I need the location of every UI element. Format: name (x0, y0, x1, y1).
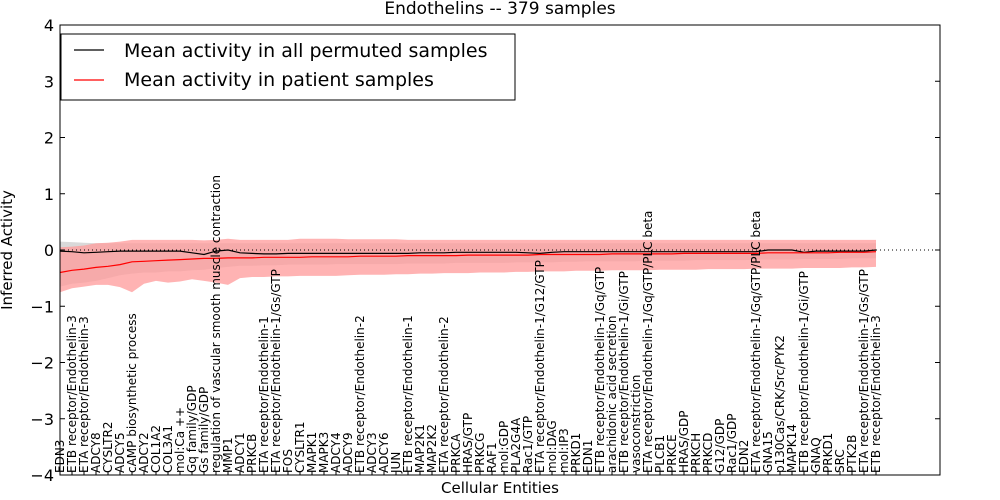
x-tick-label: ADCY2 (137, 432, 151, 473)
x-tick-label: COL1A2 (149, 425, 163, 473)
x-tick-label: PRKD1 (821, 433, 835, 473)
x-tick-label: EDN1 (581, 440, 595, 473)
x-tick-label: ADCY6 (377, 432, 391, 473)
x-tick-label: ETB receptor/Endothelin-3 (65, 315, 79, 473)
x-tick-label: MAPK1 (305, 432, 319, 473)
x-tick-label: ADCY3 (365, 432, 379, 473)
x-tick-label: Gq family/GDP (185, 385, 199, 473)
x-tick-label: MAPK14 (785, 424, 799, 473)
x-tick-label: MAP2K2 (425, 424, 439, 473)
y-tick-label: 1 (44, 185, 54, 204)
x-axis-label: Cellular Entities (441, 479, 559, 497)
x-tick-label: ADCY9 (341, 432, 355, 473)
x-tick-label: COL3A1 (161, 425, 175, 473)
x-tick-label: GNA15 (761, 431, 775, 473)
x-tick-label: PTK2B (845, 435, 859, 473)
x-tick-label: mol:IP3 (557, 428, 571, 473)
series-lines (59, 249, 877, 274)
x-tick-label: vasoconstriction (629, 375, 643, 473)
x-tick-label: G12/GDP (713, 419, 727, 473)
x-tick-label: ADCY1 (233, 432, 247, 473)
x-tick-label: ETB receptor/Endothelin-1/Gi/GTP (617, 271, 631, 473)
x-tick-label: Rac1/GTP (521, 416, 535, 473)
x-tick-label: ETA receptor/Endothelin-1/Gs/GTP (857, 269, 871, 473)
x-tick-label: p130Cas/CRK/Src/PYK2 (773, 335, 787, 473)
x-tick-label: ETA receptor/Endothelin-1/G12/GTP (533, 260, 547, 473)
x-tick-label: ADCY5 (113, 432, 127, 473)
x-tick-label: HRAS/GDP (677, 410, 691, 473)
x-tick-label: mol:Ca ++ (173, 407, 187, 473)
x-tick-label: PRKCH (689, 433, 703, 473)
x-tick-label: PRKCE (665, 434, 679, 473)
x-tick-label: RAF1 (485, 442, 499, 473)
x-tick-label: MAP2K1 (413, 424, 427, 473)
x-tick-label: ETA receptor/Endothelin-1 (257, 316, 271, 473)
x-tick-label: ADCY4 (329, 432, 343, 473)
x-tick-label: Gs family/GDP (197, 387, 211, 473)
x-tick-label: FOS (281, 449, 295, 473)
x-tick-label: ETA receptor/Endothelin-1/Gq/GTP/PLC bet… (641, 211, 655, 473)
x-tick-label: ETB receptor/Endothelin-3 (869, 315, 883, 473)
x-tick-label: ETA receptor/Endothelin-1/Gs/GTP (269, 269, 283, 473)
y-tick-label: 0 (44, 241, 54, 260)
x-tick-label: regulation of vascular smooth muscle con… (209, 175, 223, 473)
x-tick-label: PRKCG (473, 433, 487, 473)
legend-label-patient: Mean activity in patient samples (124, 69, 434, 91)
y-tick-label: −4 (30, 466, 54, 485)
x-tick-label: ETA receptor/Endothelin-3 (77, 316, 91, 473)
y-tick-label: 4 (44, 16, 54, 35)
x-tick-label: HRAS/GTP (461, 413, 475, 473)
chart-title: Endothelins -- 379 samples (384, 0, 615, 19)
x-tick-label: mol:GDP (497, 421, 511, 473)
x-tick-label: EDN2 (737, 440, 751, 473)
x-tick-label: mol:DAG (545, 420, 559, 473)
x-tick-label: ETB receptor/Endothelin-1/Gi/GTP (797, 271, 811, 473)
y-tick-label: 3 (44, 72, 54, 91)
x-tick-label: PLCB1 (653, 435, 667, 473)
x-tick-label: ETB receptor/Endothelin-1/Gq/GTP (593, 267, 607, 473)
x-tick-label: PRKD1 (569, 433, 583, 473)
x-tick-label: PLA2G4A (509, 417, 523, 473)
x-tick-label: PRKCD (701, 433, 715, 473)
x-tick-label: cAMP biosynthetic process (125, 313, 139, 473)
y-axis-label: Inferred Activity (0, 190, 16, 310)
x-tick-label: GNAQ (809, 437, 823, 473)
x-tick-label: JUN (389, 452, 403, 474)
x-tick-label: MAPK3 (317, 432, 331, 473)
x-tick-label: CYSLTR1 (293, 422, 307, 473)
x-tick-label: CYSLTR2 (101, 422, 115, 473)
x-tick-label: ETA receptor/Endothelin-2 (437, 316, 451, 473)
x-tick-label: PRKCA (449, 433, 463, 473)
x-tick-label: EDN3 (53, 440, 67, 473)
legend-frame (60, 33, 516, 101)
y-tick-label: −1 (30, 297, 54, 316)
x-tick-label: ETA receptor/Endothelin-1/Gq/GTP/PLC bet… (749, 211, 763, 473)
x-tick-label: MMP1 (221, 437, 235, 473)
x-tick-label: PRKCB (245, 434, 259, 473)
x-tick-label: ETB receptor/Endothelin-2 (353, 315, 367, 473)
y-tick-label: −3 (30, 410, 54, 429)
series-line-permuted (59, 249, 877, 256)
legend-label-permuted: Mean activity in all permuted samples (124, 40, 487, 62)
x-tick-label: SRC (833, 449, 847, 473)
x-tick-label: ADCY8 (89, 432, 103, 473)
x-tick-label: Rac1/GDP (725, 414, 739, 473)
y-tick-label: 2 (44, 129, 54, 148)
y-axis: 4 3 2 1 0 −1 −2 −3 −4 (30, 16, 940, 485)
x-tick-label: ETB receptor/Endothelin-1 (401, 315, 415, 473)
x-tick-label: arachidonic acid secretion (605, 316, 619, 473)
legend: Mean activity in all permuted samples Me… (60, 33, 516, 101)
y-tick-label: −2 (30, 354, 54, 373)
series-line-patient (59, 251, 877, 274)
